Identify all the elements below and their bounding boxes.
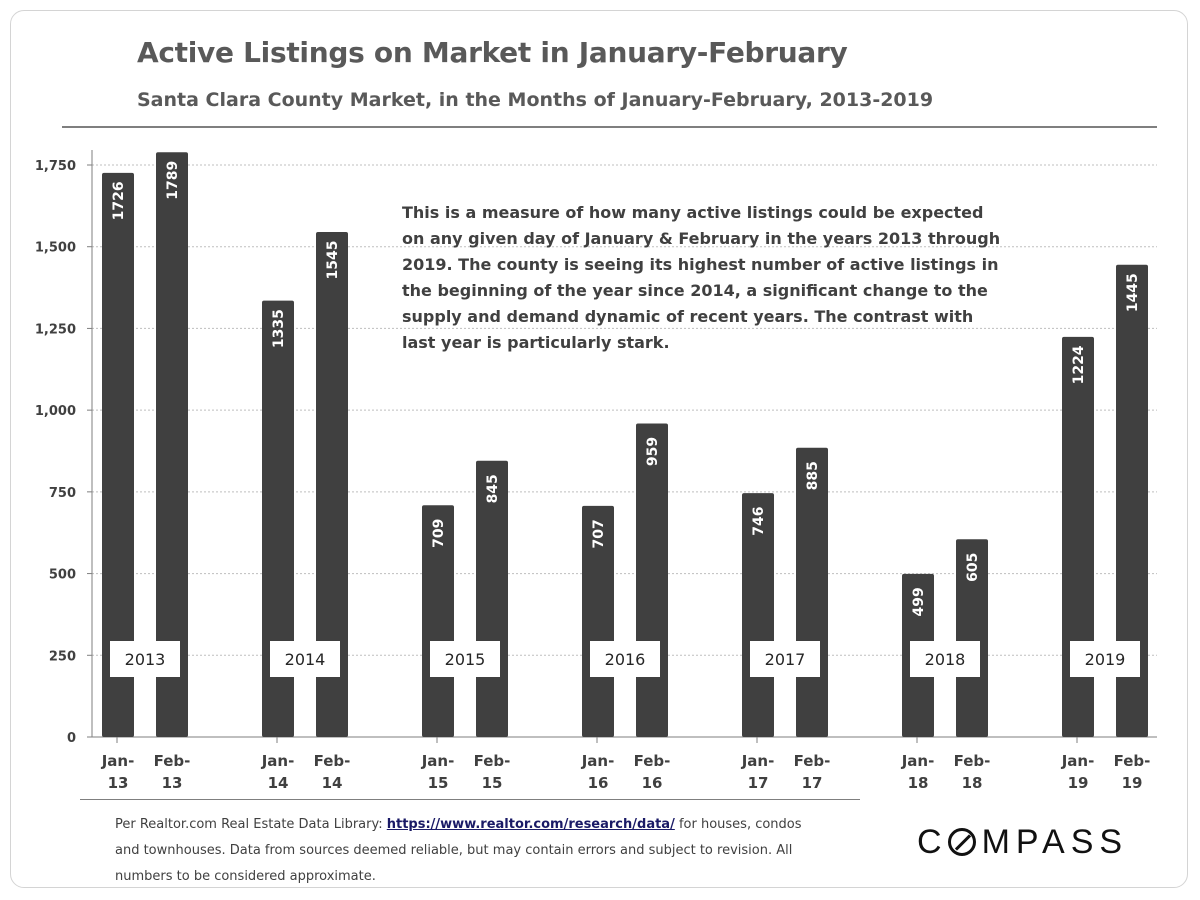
- x-tick-label: 16: [588, 774, 609, 792]
- x-tick-label: Jan-: [261, 752, 295, 770]
- footnote-suffix: for houses, condos and townhouses. Data …: [115, 817, 802, 884]
- source-link[interactable]: https://www.realtor.com/research/data/: [386, 817, 675, 832]
- bar-value-label: 746: [751, 507, 767, 536]
- bar: [1116, 264, 1148, 737]
- x-tick-label: Feb-: [1114, 752, 1151, 770]
- bar: [582, 505, 614, 737]
- bar-value-label: 1335: [271, 309, 287, 348]
- bar-value-label: 1224: [1071, 345, 1087, 384]
- x-tick-label: Feb-: [954, 752, 991, 770]
- year-label: 2015: [445, 650, 486, 669]
- logo-o-icon: [947, 828, 976, 856]
- year-label-box: [430, 641, 500, 677]
- x-tick-label: Jan-: [581, 752, 615, 770]
- x-tick-label: 14: [322, 774, 343, 792]
- bar-value-label: 1445: [1125, 273, 1141, 312]
- bar-value-label: 845: [485, 474, 501, 503]
- x-tick-label: 18: [908, 774, 929, 792]
- x-tick-label: Jan-: [741, 752, 775, 770]
- bar: [262, 300, 294, 737]
- year-label-box: [750, 641, 820, 677]
- x-tick-label: 19: [1068, 774, 1089, 792]
- year-label: 2016: [605, 650, 646, 669]
- footnote-divider: [80, 799, 860, 800]
- y-tick-label: 500: [49, 568, 76, 583]
- source-footnote: Per Realtor.com Real Estate Data Library…: [115, 812, 815, 890]
- bar-value-label: 707: [591, 519, 607, 548]
- y-tick-label: 1,500: [35, 241, 76, 256]
- x-tick-label: Feb-: [314, 752, 351, 770]
- bar: [422, 505, 454, 737]
- year-label-box: [910, 641, 980, 677]
- x-tick-label: 17: [802, 774, 823, 792]
- bar-value-label: 1545: [325, 241, 341, 280]
- year-label: 2014: [285, 650, 326, 669]
- x-tick-label: Feb-: [634, 752, 671, 770]
- compass-logo: C MPASS: [917, 823, 1128, 862]
- y-tick-label: 750: [49, 486, 76, 501]
- x-tick-label: Feb-: [474, 752, 511, 770]
- y-tick-label: 0: [67, 731, 76, 746]
- y-tick-label: 1,250: [35, 322, 76, 337]
- y-tick-label: 1,750: [35, 159, 76, 174]
- chart-title: Active Listings on Market in January-Feb…: [137, 36, 848, 69]
- year-label: 2018: [925, 650, 966, 669]
- x-tick-label: Jan-: [901, 752, 935, 770]
- year-label-box: [110, 641, 180, 677]
- year-label: 2013: [125, 650, 166, 669]
- bar: [956, 539, 988, 737]
- x-tick-label: 15: [428, 774, 449, 792]
- y-tick-label: 250: [49, 649, 76, 664]
- bar-value-label: 1726: [111, 181, 127, 220]
- bar: [102, 172, 134, 737]
- bar: [316, 232, 348, 737]
- year-label-box: [1070, 641, 1140, 677]
- bar: [1062, 336, 1094, 737]
- year-label-box: [270, 641, 340, 677]
- year-label-box: [590, 641, 660, 677]
- x-tick-label: Jan-: [1061, 752, 1095, 770]
- x-tick-label: 18: [962, 774, 983, 792]
- year-label: 2017: [765, 650, 806, 669]
- logo-letter-c: C: [917, 823, 948, 861]
- bar-value-label: 605: [965, 553, 981, 582]
- footnote-prefix: Per Realtor.com Real Estate Data Library…: [115, 817, 387, 832]
- x-tick-label: 14: [268, 774, 289, 792]
- title-divider: [62, 126, 1157, 128]
- bar-value-label: 1789: [165, 161, 181, 200]
- x-tick-label: 17: [748, 774, 769, 792]
- bar-value-label: 499: [911, 587, 927, 616]
- bar-chart: 0 250 500 750 1,000 1,250 1,500 1,750 1726 Jan- 13…: [35, 150, 1157, 792]
- x-tick-label: 13: [162, 774, 183, 792]
- bar: [636, 423, 668, 737]
- x-tick-label: Jan-: [101, 752, 135, 770]
- x-tick-label: 19: [1122, 774, 1143, 792]
- year-label: 2019: [1085, 650, 1126, 669]
- bar-value-label: 959: [645, 437, 661, 466]
- bar-value-label: 709: [431, 519, 447, 548]
- slide-frame: [10, 10, 1188, 888]
- x-tick-label: Jan-: [421, 752, 455, 770]
- y-tick-label: 1,000: [35, 404, 76, 419]
- x-tick-label: Feb-: [794, 752, 831, 770]
- bar: [156, 152, 188, 738]
- bar-value-label: 885: [805, 461, 821, 490]
- x-tick-label: 13: [108, 774, 129, 792]
- chart-subtitle: Santa Clara County Market, in the Months…: [137, 89, 934, 111]
- x-tick-label: 16: [642, 774, 663, 792]
- annotation-text: This is a measure of how many active lis…: [402, 203, 1001, 352]
- logo-letters-rest: MPASS: [981, 823, 1129, 861]
- x-tick-label: Feb-: [154, 752, 191, 770]
- x-tick-label: 15: [482, 774, 503, 792]
